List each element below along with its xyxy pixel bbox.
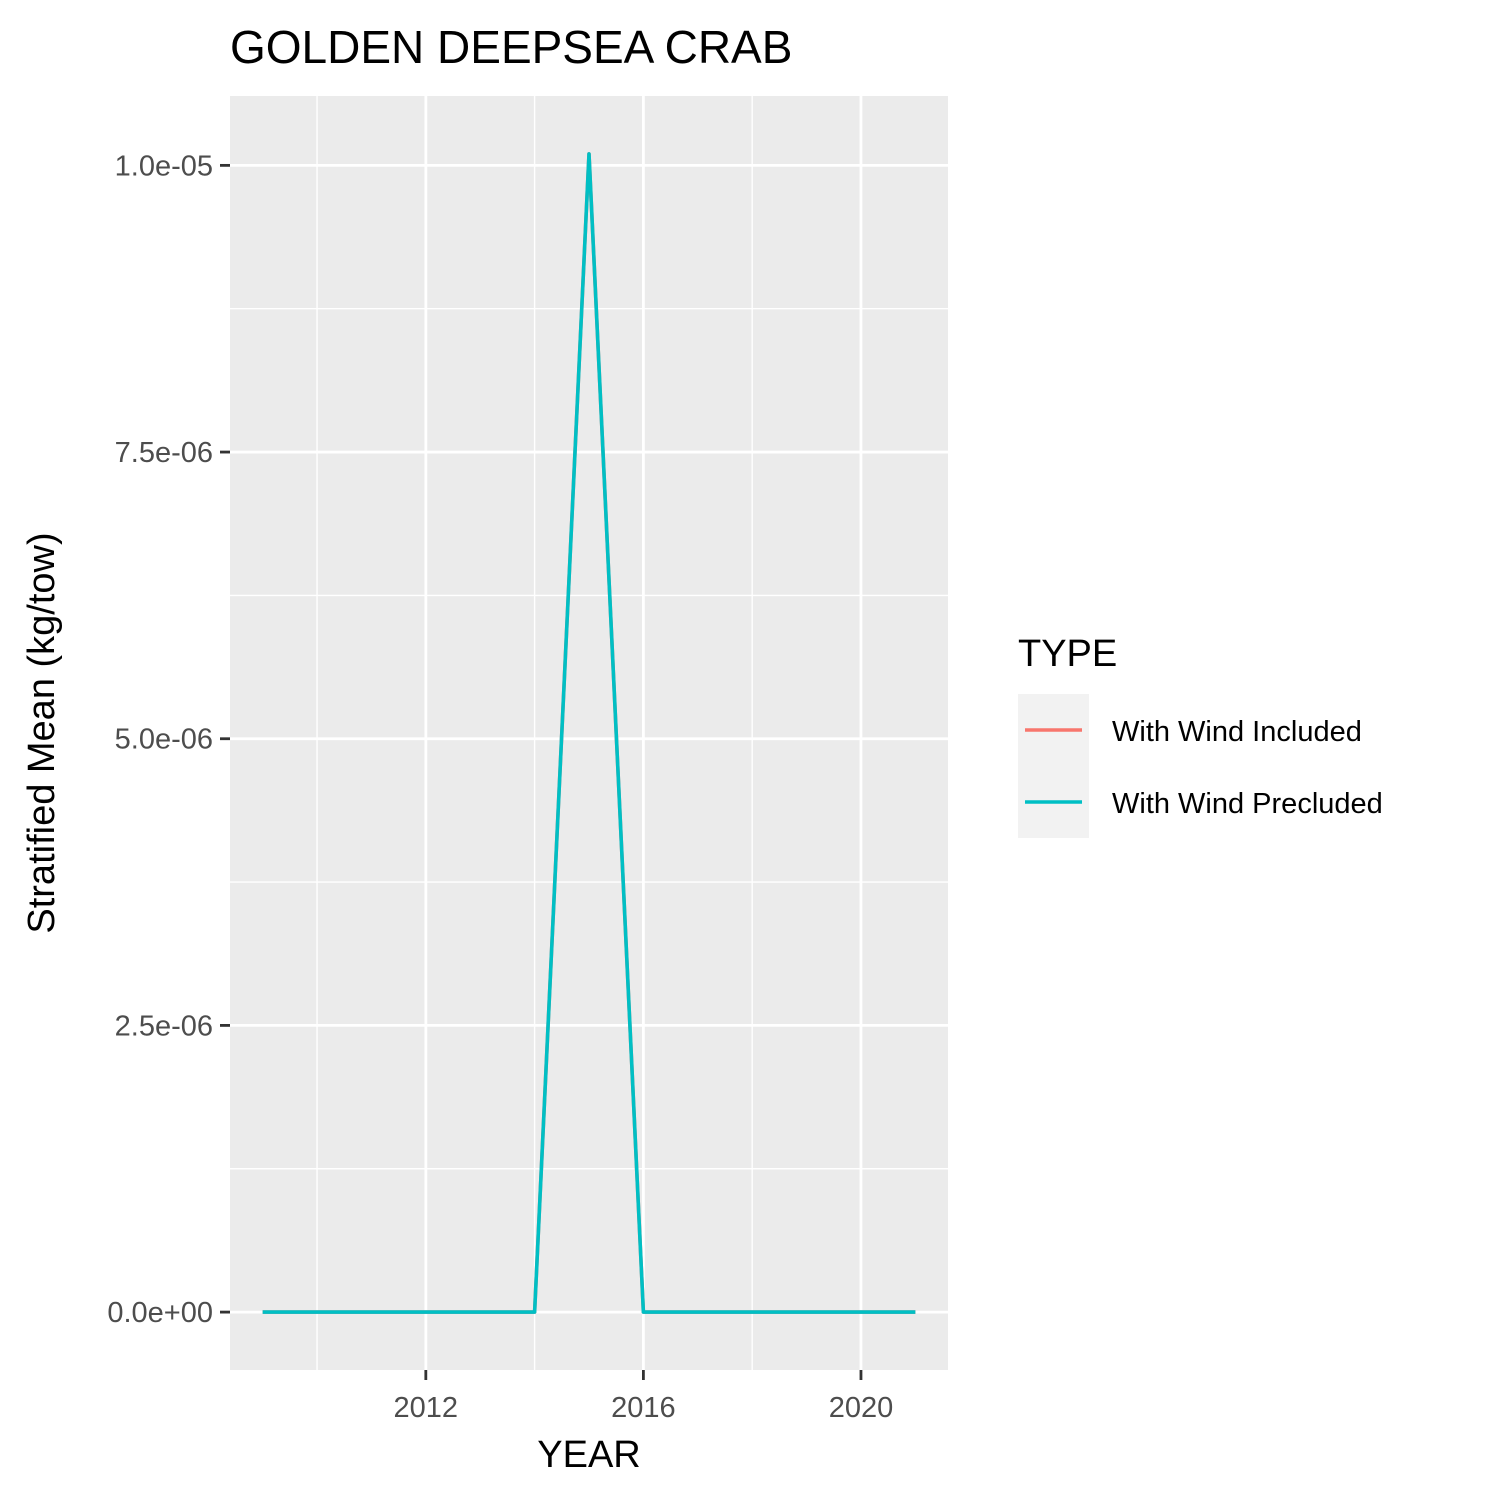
x-tick-label: 2016 [611,1392,676,1424]
plot-panel [230,96,948,1370]
x-axis: 2012 2016 2020 [394,1370,894,1424]
x-tick-label: 2020 [829,1392,894,1424]
legend-key-background [1018,694,1089,838]
series-lines [262,152,916,1314]
minor-gridlines [230,96,948,1370]
y-axis-title: Stratified Mean (kg/tow) [21,532,63,933]
y-tick-label: 7.5e-06 [115,437,213,469]
y-tick-label: 1.0e-05 [115,150,213,182]
y-axis: 0.0e+00 2.5e-06 5.0e-06 7.5e-06 1.0e-05 [107,150,230,1329]
y-tick-label: 5.0e-06 [115,724,213,756]
chart-title: GOLDEN DEEPSEA CRAB [230,21,792,73]
legend: TYPE With Wind Included With Wind Preclud… [1018,633,1383,838]
y-tick-label: 2.5e-06 [115,1010,213,1042]
x-tick-label: 2012 [394,1392,459,1424]
legend-label: With Wind Precluded [1112,788,1383,820]
y-tick-label: 0.0e+00 [107,1297,213,1329]
x-axis-title: YEAR [537,1434,640,1476]
series-line [262,152,916,1314]
legend-label: With Wind Included [1112,716,1362,748]
legend-title: TYPE [1018,633,1117,675]
